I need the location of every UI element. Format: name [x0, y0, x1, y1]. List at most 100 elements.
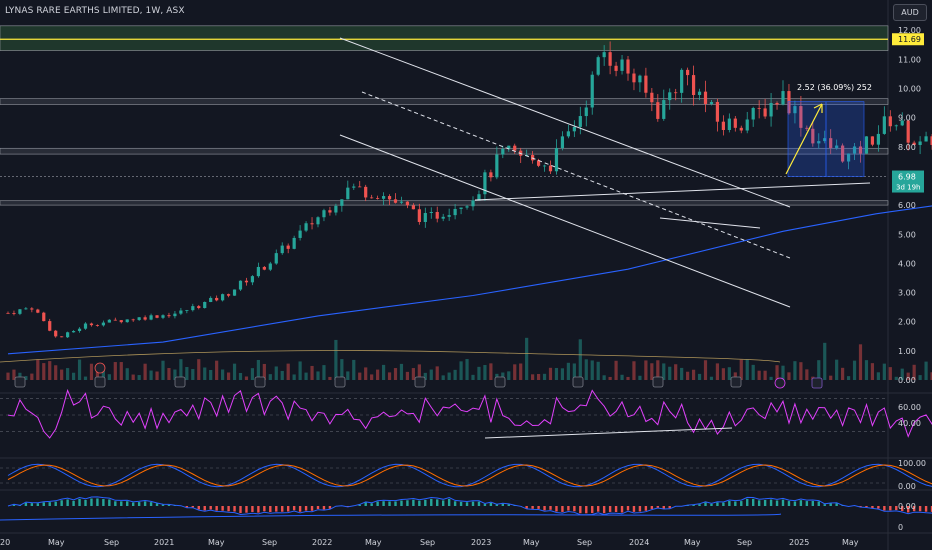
volume-bar — [334, 339, 338, 380]
macd-histogram-bar — [602, 506, 606, 514]
macd-histogram-bar — [209, 506, 212, 510]
candle-body — [131, 319, 135, 321]
volume-bar — [435, 366, 439, 380]
volume-bar — [286, 363, 290, 380]
volume-bar — [238, 372, 243, 380]
volume-bar — [632, 361, 636, 380]
candle-body — [256, 266, 260, 277]
macd-histogram-bar — [346, 506, 350, 507]
trend-line — [339, 37, 791, 208]
candle-body — [381, 196, 386, 199]
volume-bar — [423, 372, 427, 380]
candle-body — [423, 213, 427, 222]
macd-histogram-bar — [131, 502, 135, 506]
macd-histogram-bar — [734, 501, 737, 506]
candle-body — [572, 126, 576, 132]
macd-histogram-bar — [400, 500, 403, 506]
candle-body — [36, 309, 40, 313]
macd-histogram-bar — [889, 506, 892, 511]
candle-body — [77, 328, 82, 332]
volume-bar — [823, 342, 827, 380]
macd-histogram-bar — [185, 506, 189, 508]
volume-bar — [489, 363, 493, 380]
candle-body — [715, 102, 720, 122]
volume-bar — [364, 367, 368, 380]
chart-title: LYNAS RARE EARTHS LIMITED, 1W, ASX — [5, 6, 185, 16]
macd-histogram-bar — [108, 499, 111, 506]
candle-body — [757, 107, 761, 109]
candle-body — [447, 215, 451, 217]
candle-body — [125, 319, 129, 323]
macd-histogram-bar — [787, 501, 791, 506]
macd-histogram-bar — [704, 502, 707, 506]
price-tick-label: 3.00 — [898, 289, 916, 298]
volume-bar — [399, 363, 404, 380]
candle-body — [507, 145, 511, 149]
candle-body — [930, 136, 932, 145]
macd-histogram-bar — [143, 501, 147, 506]
projection-arrow — [785, 103, 823, 175]
time-tick-label: May — [365, 538, 382, 547]
candle-body — [858, 146, 863, 154]
volume-bar — [584, 359, 588, 380]
candle-body — [24, 308, 28, 310]
candle-body — [435, 211, 439, 219]
candle-body — [453, 208, 457, 216]
candle-body — [608, 52, 612, 66]
candle-body — [691, 75, 696, 96]
volume-bar — [167, 368, 171, 380]
volume-bar — [900, 368, 904, 380]
candle-body — [149, 315, 153, 320]
macd-histogram-bar — [281, 506, 284, 512]
moving-average-line — [7, 205, 932, 355]
macd-histogram-bar — [698, 504, 701, 506]
macd-tick-label: 0 — [898, 523, 903, 532]
macd-histogram-bar — [42, 502, 45, 506]
macd-histogram-bar — [227, 506, 230, 512]
volume-bar — [602, 375, 606, 380]
volume-bar — [459, 361, 463, 380]
volume-bar — [513, 364, 517, 380]
macd-histogram-bar — [650, 506, 654, 509]
macd-histogram-bar — [656, 506, 660, 508]
volume-bar — [763, 370, 767, 380]
macd-histogram-bar — [859, 506, 862, 507]
volume-bar — [680, 367, 684, 380]
time-tick-label: May — [208, 538, 225, 547]
time-tick-label: 20 — [0, 538, 10, 547]
stoch-tick-label: 100.00 — [898, 459, 926, 468]
volume-bar — [846, 376, 851, 380]
volume-bar — [852, 360, 857, 380]
volume-bar — [77, 359, 82, 380]
candle-body — [310, 223, 314, 225]
macd-histogram-bar — [286, 506, 290, 512]
candle-body — [644, 75, 648, 93]
macd-histogram-bar — [12, 504, 16, 506]
candle-body — [835, 145, 839, 148]
highlight-price-tag — [892, 33, 924, 46]
volume-bar — [137, 375, 141, 380]
volume-bar — [30, 373, 34, 380]
macd-histogram-bar — [757, 500, 761, 506]
price-tick-label: 6.00 — [898, 201, 916, 210]
candle-body — [697, 91, 702, 96]
macd-histogram-bar — [626, 506, 630, 511]
candle-body — [846, 153, 851, 162]
macd-histogram-bar — [817, 501, 820, 506]
macd-tick-label: 0.00 — [898, 502, 916, 511]
candle-body — [823, 138, 827, 142]
currency-button[interactable]: AUD — [893, 4, 927, 21]
volume-bar — [650, 363, 654, 380]
macd-histogram-bar — [394, 501, 397, 506]
macd-histogram-bar — [167, 504, 171, 506]
candle-body — [864, 136, 869, 154]
candle-body — [393, 199, 398, 203]
macd-histogram-bar — [406, 500, 409, 506]
candle-body — [674, 92, 678, 94]
volume-bar — [268, 374, 272, 380]
candle-body — [584, 107, 588, 117]
candle-body — [405, 201, 410, 206]
volume-bar — [24, 376, 28, 380]
candle-body — [739, 127, 743, 131]
